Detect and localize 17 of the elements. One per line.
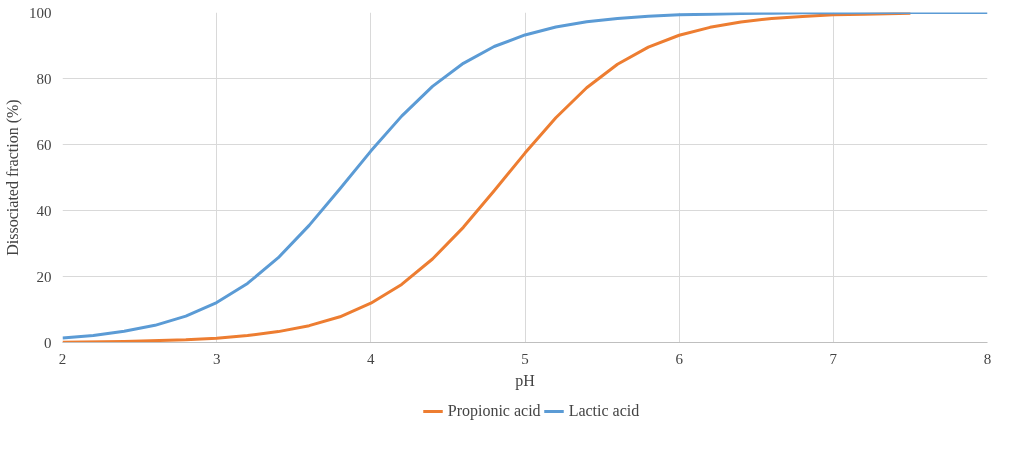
x-tick-label: 8 — [983, 350, 992, 367]
y-tick-label: 40 — [36, 202, 52, 219]
x-tick-label: 4 — [367, 350, 376, 367]
y-tick-label: 0 — [44, 334, 52, 351]
x-axis-title: pH — [515, 371, 536, 390]
y-tick-label: 100 — [29, 4, 52, 21]
legend-label: Lactic acid — [568, 402, 640, 420]
legend-label: Propionic acid — [447, 402, 541, 420]
x-tick-label: 3 — [212, 350, 221, 367]
x-tick-label: 2 — [58, 350, 67, 367]
y-tick-label: 80 — [36, 70, 52, 87]
y-tick-label: 20 — [36, 268, 52, 285]
x-tick-label: 7 — [829, 350, 838, 367]
y-axis-title: Dissociated fraction (%) — [4, 99, 22, 256]
y-tick-label: 60 — [36, 136, 52, 153]
x-tick-label: 6 — [675, 350, 684, 367]
x-tick-label: 5 — [521, 350, 529, 367]
